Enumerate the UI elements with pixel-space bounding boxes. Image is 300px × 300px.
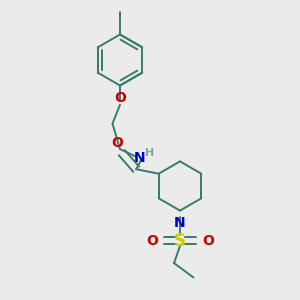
Text: O: O bbox=[146, 234, 158, 248]
Text: N: N bbox=[134, 151, 145, 165]
Text: H: H bbox=[146, 148, 154, 158]
Text: N: N bbox=[174, 216, 186, 230]
Text: O: O bbox=[114, 91, 126, 105]
Text: O: O bbox=[202, 234, 214, 248]
Text: O: O bbox=[111, 136, 123, 150]
Text: S: S bbox=[174, 232, 186, 250]
